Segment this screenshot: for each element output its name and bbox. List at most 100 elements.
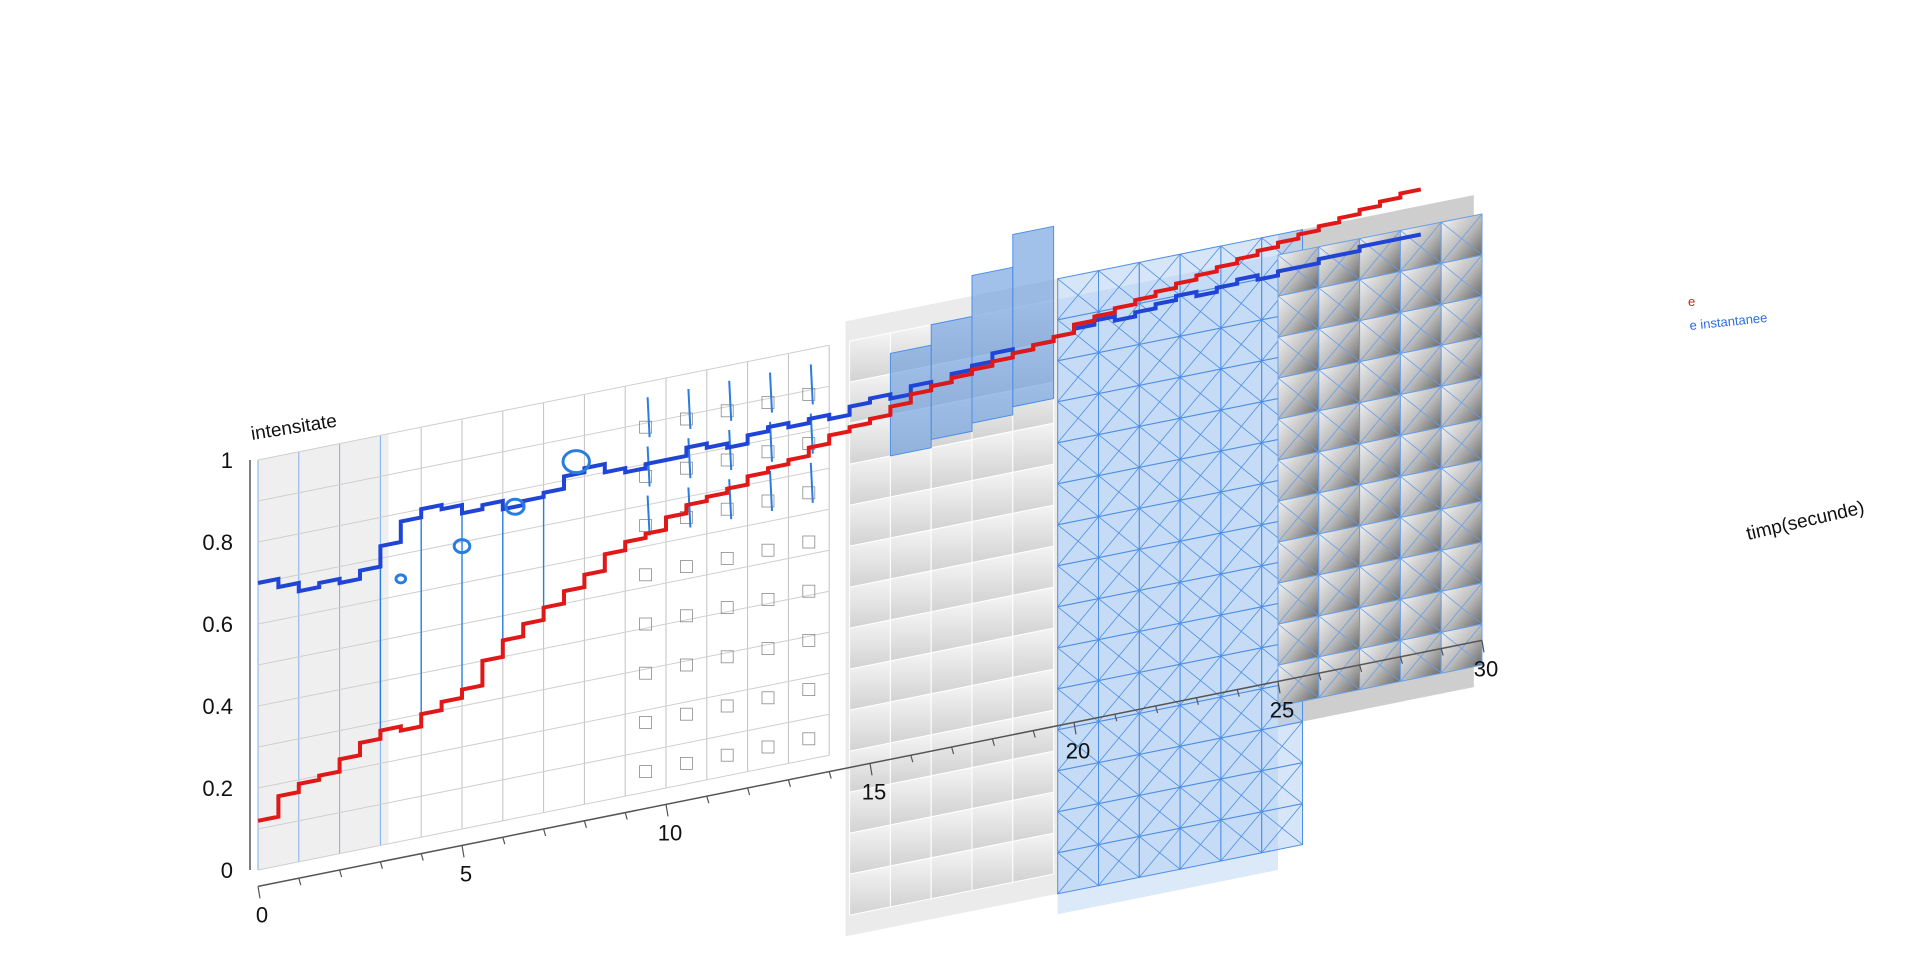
small-square	[761, 642, 775, 655]
blue-tick	[687, 438, 692, 479]
blue-block-cross	[1179, 376, 1222, 411]
circle-marker	[561, 449, 591, 475]
blue-tick	[809, 364, 814, 405]
blue-block-cross	[1139, 754, 1181, 788]
blue-block-cross	[1179, 745, 1222, 780]
dark-block-cross	[1277, 459, 1320, 494]
dark-block-cross	[1277, 541, 1320, 576]
dark-block-cross	[1440, 590, 1483, 625]
blue-tick	[646, 397, 651, 438]
blue-block-cross	[1098, 844, 1140, 878]
small-square	[761, 543, 775, 557]
circle-marker	[504, 497, 526, 516]
blue-block-cross	[1057, 770, 1099, 804]
blue-block-cross	[1220, 532, 1262, 567]
dark-block-cross	[1440, 303, 1483, 338]
blue-block-cross	[1220, 696, 1262, 731]
small-square	[761, 740, 775, 754]
dark-block-cross	[1440, 221, 1483, 256]
dark-block-cross	[1359, 402, 1401, 436]
small-square	[802, 732, 816, 746]
blue-block-cross	[1098, 721, 1140, 755]
grid-h	[257, 713, 830, 830]
x-tick	[420, 853, 424, 861]
blue-block-cross	[1220, 245, 1262, 280]
blue-block-cross	[1057, 319, 1099, 353]
x-tick	[665, 804, 669, 817]
blue-block-cross	[1179, 704, 1222, 739]
small-square	[720, 650, 734, 664]
blue-block-cross	[1220, 573, 1262, 608]
x-tick	[1114, 714, 1118, 722]
x-tick	[910, 755, 914, 763]
blue-block-cross	[1139, 713, 1181, 747]
x-tick	[1481, 640, 1485, 653]
x-tick	[624, 812, 628, 820]
dark-block-cross	[1318, 410, 1360, 444]
blue-block-cross	[1220, 614, 1262, 649]
small-square	[720, 502, 734, 516]
dark-block-cross	[1400, 558, 1442, 592]
blue-block-cross	[1139, 467, 1181, 501]
blue-block-cross	[1098, 762, 1140, 796]
blue-block-cross	[1139, 549, 1181, 583]
dark-block-cross	[1359, 648, 1401, 682]
dark-block-cross	[1277, 295, 1320, 330]
small-square	[639, 420, 652, 434]
blue-block-cross	[1220, 737, 1262, 772]
small-square	[802, 634, 816, 647]
dark-block-cross	[1440, 467, 1483, 502]
y-tick-label: 1	[221, 448, 233, 473]
circle-marker	[452, 538, 472, 555]
small-square	[802, 535, 816, 549]
small-square	[680, 560, 693, 573]
blue-block-cross	[1179, 294, 1222, 329]
blue-block-cross	[1098, 475, 1140, 509]
series-lines	[257, 187, 1422, 823]
dark-block-cross	[1440, 549, 1483, 584]
x-tick-label: 5	[460, 861, 472, 886]
x-tick	[951, 746, 955, 755]
dark-block-cross	[1400, 517, 1442, 551]
blue-block-cross	[1139, 836, 1181, 870]
blue-block-cross	[1179, 786, 1222, 821]
blue-block-cross	[1179, 417, 1222, 452]
x-tick	[706, 796, 710, 804]
x-tick-label: 20	[1066, 738, 1090, 763]
x-tick	[379, 861, 383, 869]
legend-entry-blue: e instantanee	[1689, 310, 1768, 333]
x-tick	[1399, 656, 1403, 664]
x-tick	[869, 763, 873, 776]
blue-block-cross	[1139, 426, 1181, 460]
small-square	[761, 593, 775, 606]
dark-block-cross	[1440, 631, 1483, 666]
dark-block-cross	[1400, 435, 1442, 469]
blue-block-cross	[1179, 335, 1222, 370]
small-square	[639, 765, 652, 778]
blue-tick	[728, 429, 733, 471]
small-square	[639, 666, 652, 680]
dark-block-cross	[1359, 279, 1401, 313]
small-square	[802, 387, 816, 401]
blue-tick	[809, 462, 814, 503]
series-line-red	[257, 187, 1422, 823]
blue-block-cross	[1098, 680, 1140, 714]
blue-block-cross	[1220, 655, 1262, 690]
x-tick	[502, 837, 506, 845]
circle-marker	[394, 573, 408, 585]
small-square	[720, 552, 734, 565]
blue-block-cross	[1098, 803, 1140, 837]
blue-block-cross	[1057, 852, 1099, 886]
dark-block-cross	[1400, 640, 1442, 674]
grid-h	[257, 672, 830, 789]
blue-block-cross	[1139, 631, 1181, 665]
x-tick	[1359, 664, 1363, 673]
x-tick	[461, 845, 465, 858]
x-tick	[1440, 648, 1444, 656]
small-square	[639, 716, 652, 729]
blue-block-cross	[1098, 393, 1140, 427]
blue-block-cross	[1098, 639, 1140, 673]
dark-block-cross	[1359, 484, 1401, 518]
blue-block-cross	[1057, 524, 1099, 558]
